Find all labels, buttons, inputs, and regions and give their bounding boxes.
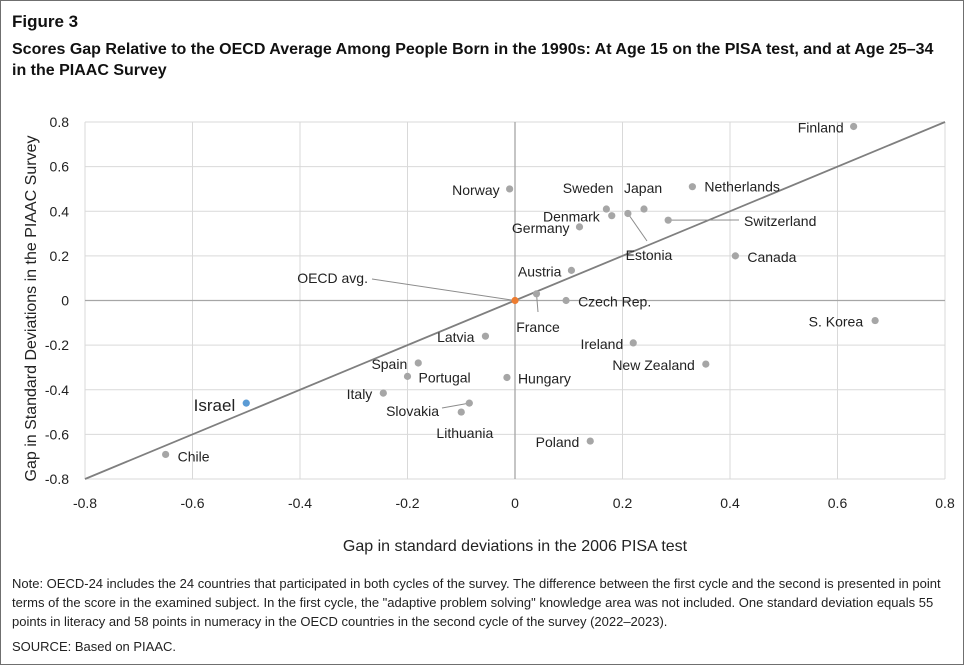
x-tick-label: -0.4 — [288, 495, 312, 511]
point-label-canada: Canada — [747, 249, 796, 265]
point-label-norway: Norway — [452, 182, 499, 198]
data-point-israel — [242, 399, 250, 407]
point-label-japan: Japan — [624, 180, 662, 196]
point-label-s-korea: S. Korea — [809, 314, 864, 330]
point-label-chile: Chile — [178, 448, 210, 464]
data-point-italy — [379, 389, 387, 397]
point-label-france: France — [516, 319, 560, 335]
y-tick-label: 0.8 — [50, 114, 70, 130]
data-point-czech-rep — [562, 296, 570, 305]
point-label-new-zealand: New Zealand — [612, 357, 695, 373]
point-label-hungary: Hungary — [518, 370, 571, 386]
x-tick-label: -0.6 — [180, 495, 204, 511]
y-tick-label: -0.2 — [45, 337, 69, 353]
leader-line-oecd-avg — [371, 278, 516, 301]
data-point-france — [532, 290, 541, 298]
point-label-germany: Germany — [512, 220, 570, 236]
data-point-sweden — [602, 205, 610, 213]
data-point-ireland — [629, 339, 637, 347]
data-point-spain — [414, 359, 422, 367]
point-label-austria: Austria — [518, 263, 562, 279]
point-label-switzerland: Switzerland — [744, 213, 816, 229]
y-tick-label: 0 — [61, 293, 69, 309]
data-point-germany — [575, 223, 584, 231]
point-label-oecd-avg: OECD avg. — [297, 270, 368, 286]
x-tick-label: -0.2 — [395, 495, 419, 511]
chart-title: Scores Gap Relative to the OECD Average … — [12, 41, 934, 79]
y-tick-label: -0.4 — [45, 382, 69, 398]
y-tick-label: 0.2 — [50, 248, 70, 264]
point-label-slovakia: Slovakia — [386, 403, 439, 419]
data-point-s-korea — [871, 316, 879, 325]
point-label-portugal: Portugal — [419, 369, 471, 385]
data-point-japan — [640, 205, 648, 213]
x-tick-label: 0.8 — [935, 495, 955, 511]
data-point-portugal — [403, 372, 412, 380]
point-label-finland: Finland — [798, 119, 844, 135]
data-point-estonia — [624, 209, 632, 218]
data-point-slovakia — [465, 399, 473, 407]
leader-line-slovakia — [441, 402, 470, 409]
y-tick-label: -0.8 — [45, 471, 69, 487]
point-label-latvia: Latvia — [437, 329, 475, 345]
data-point-finland — [850, 122, 858, 131]
y-tick-label: -0.6 — [45, 426, 69, 442]
data-point-norway — [506, 185, 514, 193]
y-axis-title: Gap in Standard Deviations in the PIAAC … — [23, 136, 40, 482]
data-point-austria — [567, 266, 576, 274]
data-point-new-zealand — [702, 360, 710, 368]
data-point-poland — [586, 437, 594, 445]
point-label-denmark: Denmark — [543, 209, 601, 225]
point-label-spain: Spain — [371, 356, 407, 372]
data-point-lithuania — [457, 408, 465, 416]
data-point-hungary — [503, 373, 511, 382]
data-point-netherlands — [688, 183, 696, 191]
data-point-oecd-avg — [511, 296, 519, 305]
data-point-denmark — [608, 212, 616, 220]
chart-note: Note: OECD-24 includes the 24 countries … — [12, 576, 941, 629]
point-label-netherlands: Netherlands — [704, 179, 780, 195]
point-label-poland: Poland — [536, 434, 580, 450]
y-tick-label: 0.4 — [50, 203, 70, 219]
point-label-sweden: Sweden — [563, 180, 614, 196]
y-tick-label: 0.6 — [50, 159, 70, 175]
data-point-chile — [162, 450, 170, 459]
x-tick-label: 0.4 — [720, 495, 740, 511]
x-tick-label: 0.6 — [828, 495, 848, 511]
x-tick-label: 0.2 — [613, 495, 633, 511]
point-label-lithuania: Lithuania — [436, 425, 493, 441]
point-label-ireland: Ireland — [580, 336, 623, 352]
data-point-latvia — [481, 332, 490, 340]
leader-line-estonia — [627, 213, 648, 242]
point-label-czech-rep: Czech Rep. — [578, 294, 651, 310]
x-tick-label: 0 — [511, 495, 519, 511]
x-tick-label: -0.8 — [73, 495, 97, 511]
data-point-switzerland — [664, 216, 672, 224]
point-label-israel: Israel — [194, 396, 236, 415]
x-axis-title: Gap in standard deviations in the 2006 P… — [343, 538, 688, 555]
point-label-estonia: Estonia — [626, 247, 673, 263]
point-label-italy: Italy — [347, 386, 373, 402]
data-point-canada — [731, 252, 739, 260]
chart-source: SOURCE: Based on PIAAC. — [12, 639, 177, 654]
figure-label: Figure 3 — [12, 12, 79, 31]
